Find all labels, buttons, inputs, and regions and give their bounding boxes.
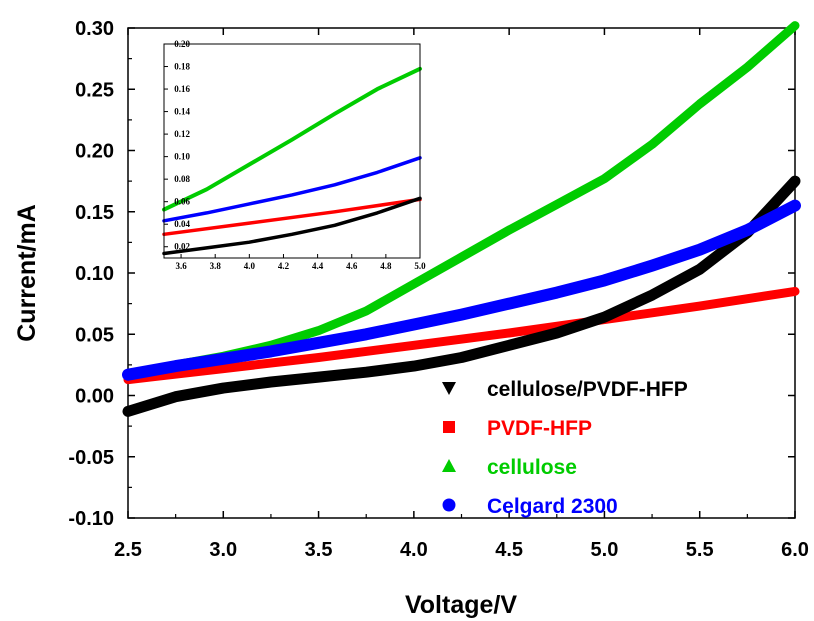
inset-y-tick-label: 0.16: [174, 84, 190, 94]
inset-x-tick-label: 5.0: [414, 261, 426, 271]
inset-series-line-cellulose-pvdf-hfp: [162, 196, 422, 256]
x-tick-label: 6.0: [781, 539, 809, 561]
legend-label: Celgard 2300: [487, 495, 618, 518]
legend-label: cellulose/PVDF-HFP: [487, 378, 688, 401]
y-tick-label: 0.20: [75, 141, 114, 163]
inset-x-tick-label: 4.8: [380, 261, 392, 271]
inset-frame: [163, 43, 421, 259]
y-tick-label: 0.05: [75, 324, 114, 346]
inset-y-tick-label: 0.18: [174, 62, 190, 72]
y-tick-label: 0.10: [75, 263, 114, 285]
inset-y-tick-label: 0.10: [174, 152, 190, 162]
y-axis-label: Current/mA: [13, 204, 41, 342]
y-tick-label: -0.05: [68, 447, 114, 469]
y-tick-label: 0.00: [75, 386, 114, 408]
x-tick-label: 3.5: [305, 539, 333, 561]
legend-marker-cellulose-pvdf-hfp: [442, 382, 456, 395]
x-tick-label: 4.0: [400, 539, 428, 561]
legend-label: PVDF-HFP: [487, 417, 592, 440]
inset-series-line-pvdf-hfp: [162, 197, 422, 237]
inset-x-tick-label: 4.0: [244, 261, 256, 271]
y-tick-label: -0.10: [68, 508, 114, 530]
main-series: [122, 21, 801, 417]
inset-y-tick-label: 0.12: [174, 129, 190, 139]
legend: cellulose/PVDF-HFP PVDF-HFP cellulose Celga…: [442, 378, 688, 518]
series-line-pvdf-hfp: [123, 286, 800, 385]
main-ticks: 2.5 3.0 3.5 4.0 4.5 5.0 5.5 6.0 -0.10 -0.05 0.00 0.…: [68, 18, 809, 561]
legend-marker-pvdf-hfp: [443, 421, 455, 433]
y-tick-label: 0.30: [75, 18, 114, 40]
inset-y-tick-label: 0.04: [174, 219, 190, 229]
legend-marker-cellulose: [442, 459, 456, 472]
inset-y-tick-label: 0.14: [174, 107, 190, 117]
inset-x-tick-label: 3.6: [175, 261, 187, 271]
inset-ticks: 3.6 3.8 4.0 4.2 4.4 4.6 4.8 5.0 0.02 0.04 0.06 0.08…: [164, 39, 426, 271]
x-tick-label: 5.5: [686, 539, 714, 561]
y-tick-label: 0.15: [75, 202, 114, 224]
series-line-celgard-2300: [122, 199, 801, 381]
inset-series-line-cellulose: [162, 66, 422, 212]
legend-marker-celgard-2300: [442, 498, 456, 512]
inset-y-tick-label: 0.06: [174, 197, 190, 207]
inset-x-tick-label: 4.6: [346, 261, 358, 271]
inset-background: [164, 44, 420, 258]
inset-x-tick-label: 4.2: [278, 261, 290, 271]
inset-y-tick-label: 0.08: [174, 174, 190, 184]
inset-y-tick-label: 0.02: [174, 242, 190, 252]
inset-series-line-celgard-2300: [162, 156, 422, 223]
x-tick-label: 2.5: [114, 539, 142, 561]
y-tick-label: 0.25: [75, 79, 114, 101]
x-tick-label: 4.5: [495, 539, 523, 561]
x-axis-label: Voltage/V: [405, 591, 517, 619]
x-tick-label: 3.0: [209, 539, 237, 561]
series-line-cellulose-pvdf-hfp: [122, 175, 801, 417]
legend-label: cellulose: [487, 456, 577, 479]
inset-series: [162, 66, 422, 256]
inset-y-tick-label: 0.20: [174, 39, 190, 49]
x-tick-label: 5.0: [591, 539, 619, 561]
inset-x-tick-label: 3.8: [210, 261, 222, 271]
inset-x-tick-label: 4.4: [312, 261, 324, 271]
